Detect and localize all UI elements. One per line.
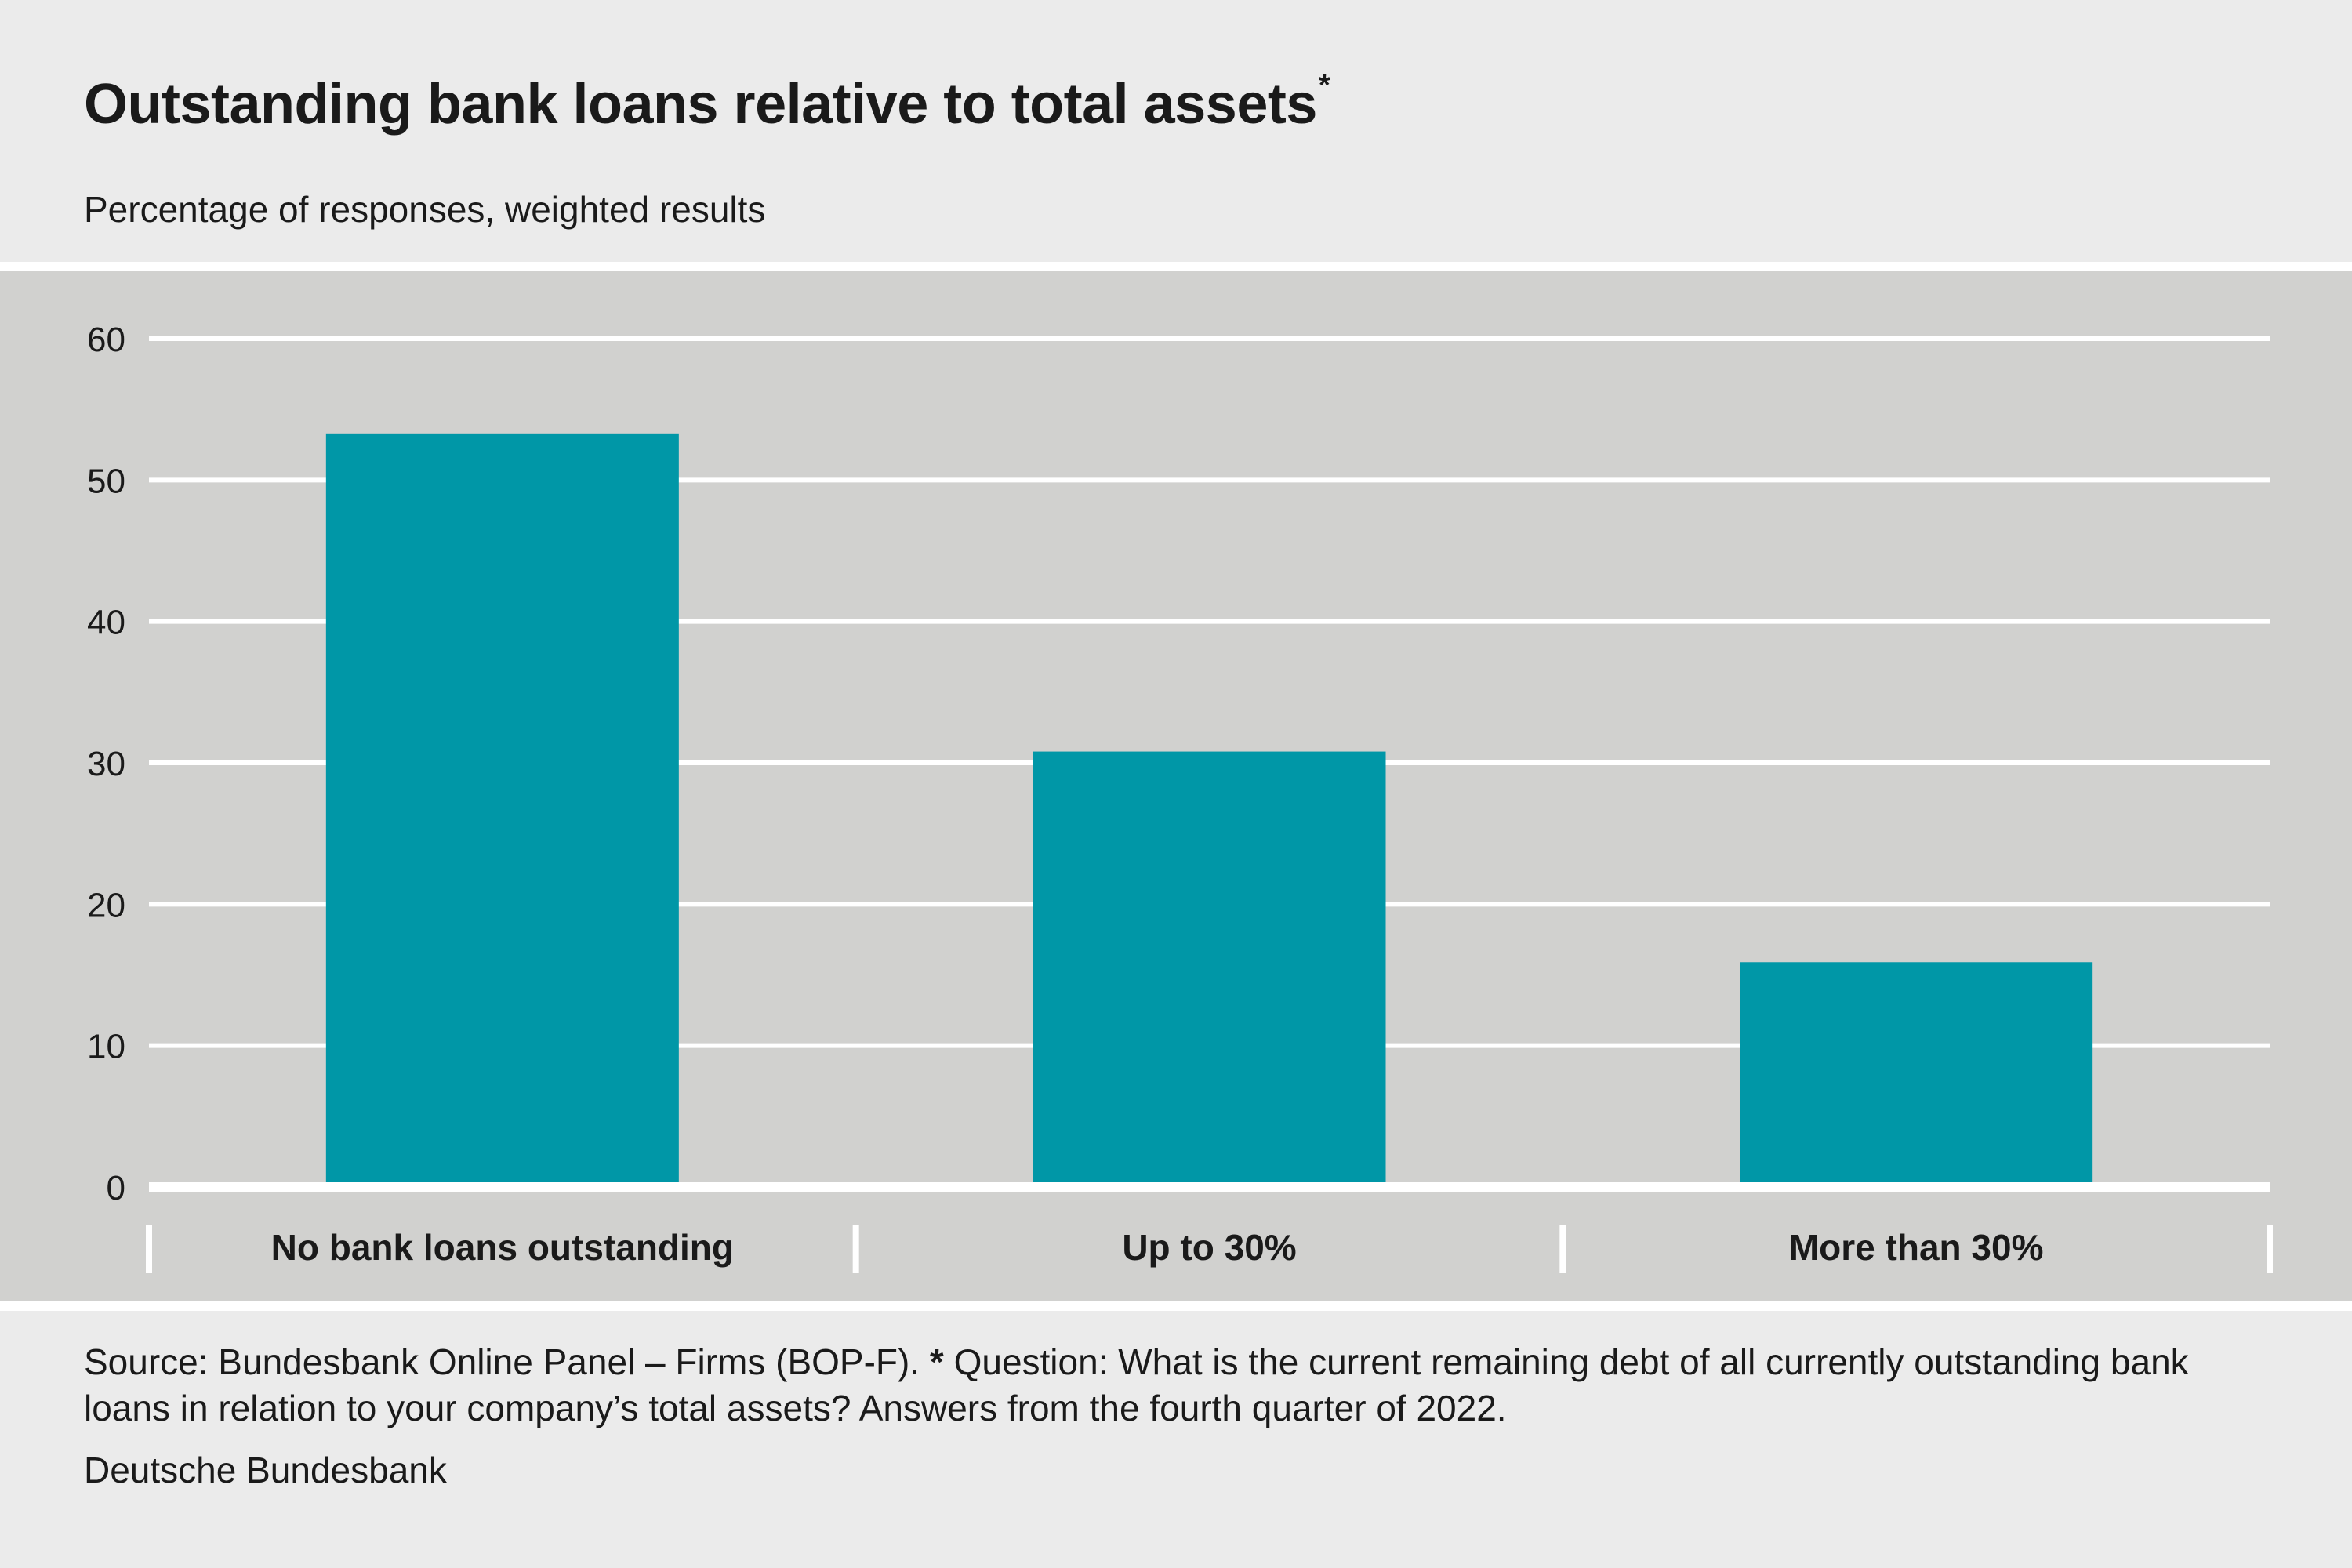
chart-panel: 0 10 20 30 40 50 60 No bank loans outstanding Up…: [0, 262, 2352, 1311]
source-footnote-mark: *: [929, 1341, 944, 1382]
bar-chart: 0 10 20 30 40 50 60 No bank loans outstanding Up…: [87, 321, 2273, 1273]
y-tick-label-20: 20: [87, 886, 125, 924]
source-note: Source: Bundesbank Online Panel – Firms …: [84, 1339, 2271, 1432]
title-footnote-mark: *: [1318, 69, 1330, 102]
y-tick-label-0: 0: [107, 1169, 125, 1207]
source-prefix: Source: Bundesbank Online Panel – Firms …: [84, 1341, 920, 1382]
bar-2: [1740, 962, 2093, 1182]
category-label-2: More than 30%: [1789, 1227, 2044, 1268]
y-tick-label-30: 30: [87, 745, 125, 783]
bar-0: [325, 433, 679, 1182]
bar-1: [1033, 751, 1386, 1182]
y-tick-label-40: 40: [87, 604, 125, 642]
chart-title: Outstanding bank loans relative to total…: [84, 69, 1330, 136]
y-tick-label-50: 50: [87, 462, 125, 500]
source-question: Question: What is the current remaining …: [84, 1341, 2189, 1428]
chart-title-text: Outstanding bank loans relative to total…: [84, 73, 1317, 136]
publisher-credit: Deutsche Bundesbank: [84, 1450, 447, 1490]
y-tick-label-10: 10: [87, 1028, 125, 1066]
y-tick-label-60: 60: [87, 321, 125, 359]
chart-subtitle: Percentage of responses, weighted result…: [84, 189, 766, 230]
category-label-0: No bank loans outstanding: [271, 1227, 734, 1268]
category-label-1: Up to 30%: [1122, 1227, 1296, 1268]
